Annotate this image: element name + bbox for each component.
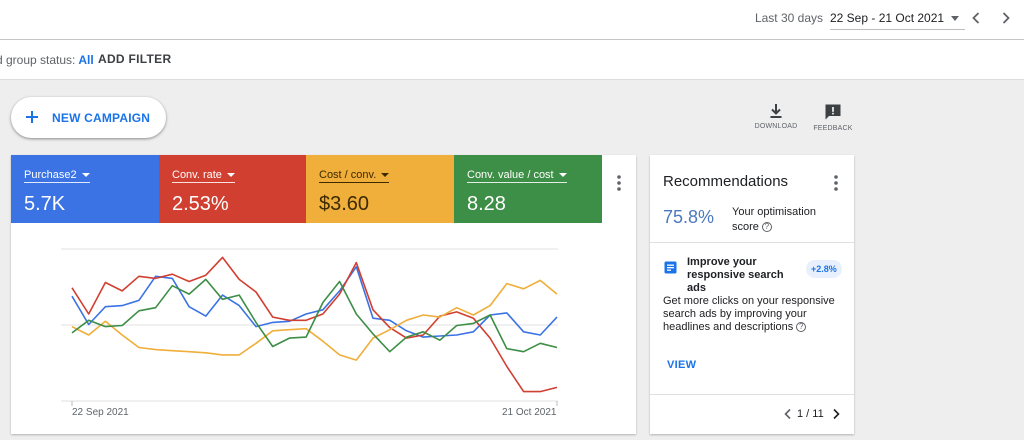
series-line-conv-value-cost [71, 278, 558, 353]
new-campaign-button[interactable]: NEW CAMPAIGN [11, 97, 166, 138]
metric-selector[interactable]: Conv. value / cost [467, 169, 567, 183]
metric-tile-purchase[interactable]: Purchase2 5.7K [11, 155, 159, 223]
status-filter-label: d group status: [0, 53, 76, 67]
x-axis-end-label: 21 Oct 2021 [502, 407, 557, 418]
add-filter-button[interactable]: ADD FILTER [98, 52, 172, 66]
filter-bar: d group status: All ADD FILTER [0, 40, 1024, 80]
chevron-left-icon[interactable] [782, 408, 794, 420]
caret-down-icon [226, 173, 235, 178]
new-campaign-label: NEW CAMPAIGN [52, 111, 151, 125]
score-uplift-badge: +2.8% [806, 260, 842, 278]
next-period-button[interactable] [996, 8, 1016, 28]
download-label: DOWNLOAD [754, 123, 798, 130]
feedback-label: FEEDBACK [813, 125, 853, 132]
previous-period-button[interactable] [966, 8, 986, 28]
chevron-left-icon [972, 12, 980, 24]
date-range-value: 22 Sep - 21 Oct 2021 [830, 11, 945, 25]
metric-tile-conv-value-cost[interactable]: Conv. value / cost 8.28 [454, 155, 602, 223]
download-button[interactable]: DOWNLOAD [751, 103, 801, 139]
metric-value: $3.60 [319, 193, 370, 215]
status-filter-value: All [78, 53, 94, 67]
divider [650, 394, 854, 395]
help-icon[interactable]: ? [761, 222, 772, 233]
metric-name: Conv. value / cost [467, 169, 554, 181]
recommendations-card: Recommendations 75.8% Your optimisation … [650, 155, 854, 434]
feedback-icon [825, 104, 841, 120]
metric-value: 5.7K [24, 193, 66, 215]
caret-down-icon [951, 16, 959, 21]
series-line-cost-conv [71, 279, 558, 361]
caret-down-icon [81, 173, 90, 178]
recommendations-title: Recommendations [663, 173, 789, 190]
x-axis-start-label: 22 Sep 2021 [72, 407, 129, 418]
series-line-purchase2 [71, 265, 558, 338]
view-recommendation-button[interactable]: VIEW [667, 359, 697, 371]
metric-name: Conv. rate [172, 169, 222, 181]
metric-value: 8.28 [467, 193, 506, 215]
caret-down-icon [381, 173, 390, 178]
metric-value: 2.53% [172, 193, 229, 215]
date-range-select[interactable]: 22 Sep - 21 Oct 2021 [830, 6, 965, 30]
recommendation-description-text: Get more clicks on your responsive searc… [663, 295, 835, 333]
optimisation-score-label: Your optimisation score? [732, 205, 832, 235]
help-icon[interactable]: ? [796, 322, 807, 333]
performance-chart-card: Purchase2 5.7K Conv. rate 2.53% Cost / c… [11, 155, 636, 434]
metric-selector[interactable]: Purchase2 [24, 169, 90, 183]
divider [650, 242, 854, 243]
score-label-text: Your optimisation score [732, 206, 816, 233]
ad-group-status-filter[interactable]: d group status: All [0, 53, 94, 67]
metric-selector[interactable]: Conv. rate [172, 169, 235, 183]
ad-document-icon [664, 261, 677, 274]
feedback-button[interactable]: FEEDBACK [808, 103, 858, 139]
plus-icon [26, 111, 38, 123]
recommendation-pager: 1 / 11 [782, 406, 842, 422]
metric-selector[interactable]: Cost / conv. [319, 169, 390, 183]
caret-down-icon [558, 173, 567, 178]
metric-name: Cost / conv. [319, 169, 377, 181]
date-range-label: Last 30 days [754, 11, 823, 25]
recommendation-item-title: Improve your responsive search ads [687, 256, 784, 294]
recommendation-description: Get more clicks on your responsive searc… [663, 295, 845, 334]
line-chart [61, 248, 558, 406]
chevron-right-icon [1002, 12, 1010, 24]
chevron-right-icon[interactable] [830, 408, 842, 420]
metric-tile-conv-rate[interactable]: Conv. rate 2.53% [159, 155, 306, 223]
download-icon [770, 104, 782, 118]
top-bar: Last 30 days 22 Sep - 21 Oct 2021 [0, 0, 1024, 40]
pager-position: 1 / 11 [797, 408, 824, 420]
more-options-icon[interactable] [609, 173, 629, 193]
optimisation-score: 75.8% [663, 207, 715, 227]
series-layer [71, 256, 558, 393]
metric-tile-cost-per-conv[interactable]: Cost / conv. $3.60 [306, 155, 454, 223]
more-options-icon[interactable] [826, 173, 846, 193]
metric-name: Purchase2 [24, 169, 77, 181]
